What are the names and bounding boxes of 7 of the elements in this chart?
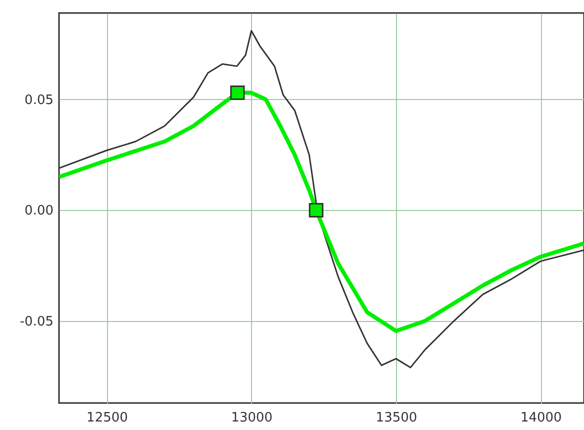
x-tick-label: 12500 bbox=[86, 410, 128, 426]
y-tick-label: -0.05 bbox=[20, 314, 54, 330]
x-tick-label: 13500 bbox=[376, 410, 418, 426]
y-tick-label: 0.05 bbox=[24, 92, 54, 108]
y-tick-label: 0.00 bbox=[24, 204, 54, 219]
x-tick-label: 14000 bbox=[520, 410, 562, 426]
x-tick-label: 13000 bbox=[231, 410, 273, 426]
